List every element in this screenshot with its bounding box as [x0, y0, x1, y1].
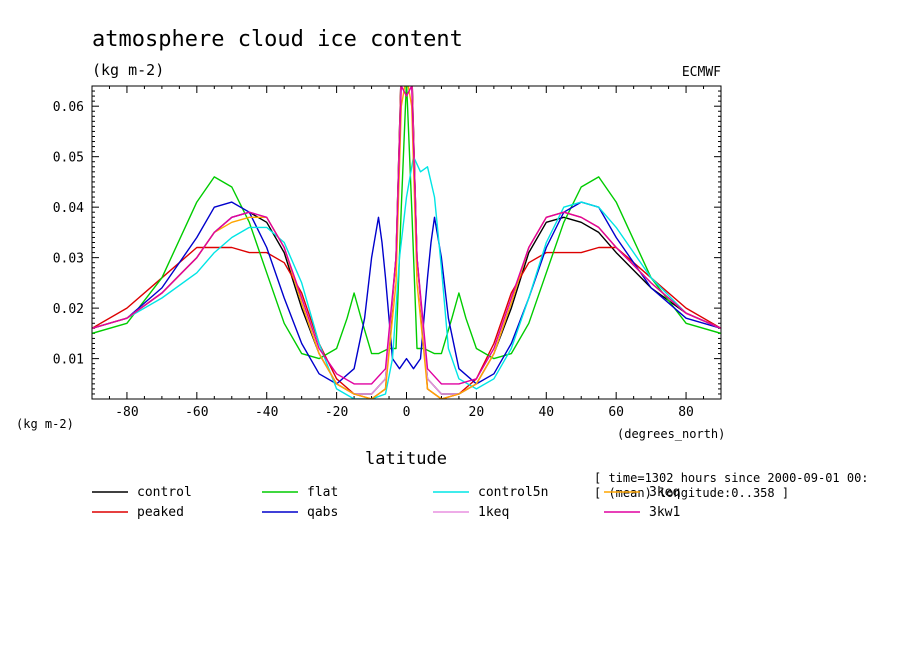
series-line-3kw1	[92, 86, 721, 385]
series-lines	[92, 86, 721, 399]
x-units-label: (degrees_north)	[617, 427, 725, 441]
series-line-peaked	[92, 86, 721, 399]
y-tick-label: 0.06	[53, 100, 84, 115]
x-tick-label: 0	[403, 405, 411, 420]
y-tick-label: 0.03	[53, 252, 84, 267]
x-tick-label: 60	[608, 405, 624, 420]
x-tick-label: -60	[185, 405, 208, 420]
y-units-label: (kg m-2)	[16, 417, 74, 431]
series-line-3keq	[92, 86, 721, 399]
tick-labels: -80 -60 -40 -20 0 20 40 60 80 0.01 0.02 0.03 0.04 0.0…	[53, 100, 694, 420]
series-line-control	[92, 86, 721, 395]
legend-label-flat: flat	[307, 485, 338, 500]
legend-label-1keq: 1keq	[478, 505, 509, 520]
y-tick-label: 0.01	[53, 353, 84, 368]
legend-label-qabs: qabs	[307, 505, 338, 520]
x-tick-label: 20	[469, 405, 485, 420]
legend-label-3kw1: 3kw1	[649, 505, 680, 520]
y-tick-label: 0.05	[53, 151, 84, 166]
x-tick-label: -80	[115, 405, 138, 420]
legend-label-peaked: peaked	[137, 505, 184, 520]
series-line-flat	[92, 86, 721, 360]
x-tick-label: 80	[678, 405, 694, 420]
series-line-qabs	[92, 201, 721, 385]
legend-label-control: control	[137, 485, 192, 500]
x-tick-label: -40	[255, 405, 278, 420]
series-line-control5n	[92, 155, 721, 399]
legend: control flat control5n 3keq peaked qabs 1keq 3k…	[92, 485, 680, 520]
series-line-1keq	[92, 86, 721, 395]
legend-label-3keq: 3keq	[649, 485, 680, 500]
x-axis-label: latitude	[365, 449, 447, 469]
plot-frame	[91, 85, 722, 400]
y-tick-label: 0.04	[53, 201, 84, 216]
info-line-1: [ time=1302 hours since 2000-09-01 00:	[594, 471, 869, 485]
y-tick-label: 0.02	[53, 302, 84, 317]
legend-label-control5n: control5n	[478, 485, 548, 500]
source-label: ECMWF	[682, 65, 721, 80]
x-tick-label: 40	[538, 405, 554, 420]
info-line-2: [ (mean) longitude:0..358 ]	[594, 486, 789, 500]
chart-title: atmosphere cloud ice content	[92, 27, 463, 52]
x-tick-label: -20	[325, 405, 348, 420]
chart-subtitle: (kg m-2)	[92, 61, 164, 79]
